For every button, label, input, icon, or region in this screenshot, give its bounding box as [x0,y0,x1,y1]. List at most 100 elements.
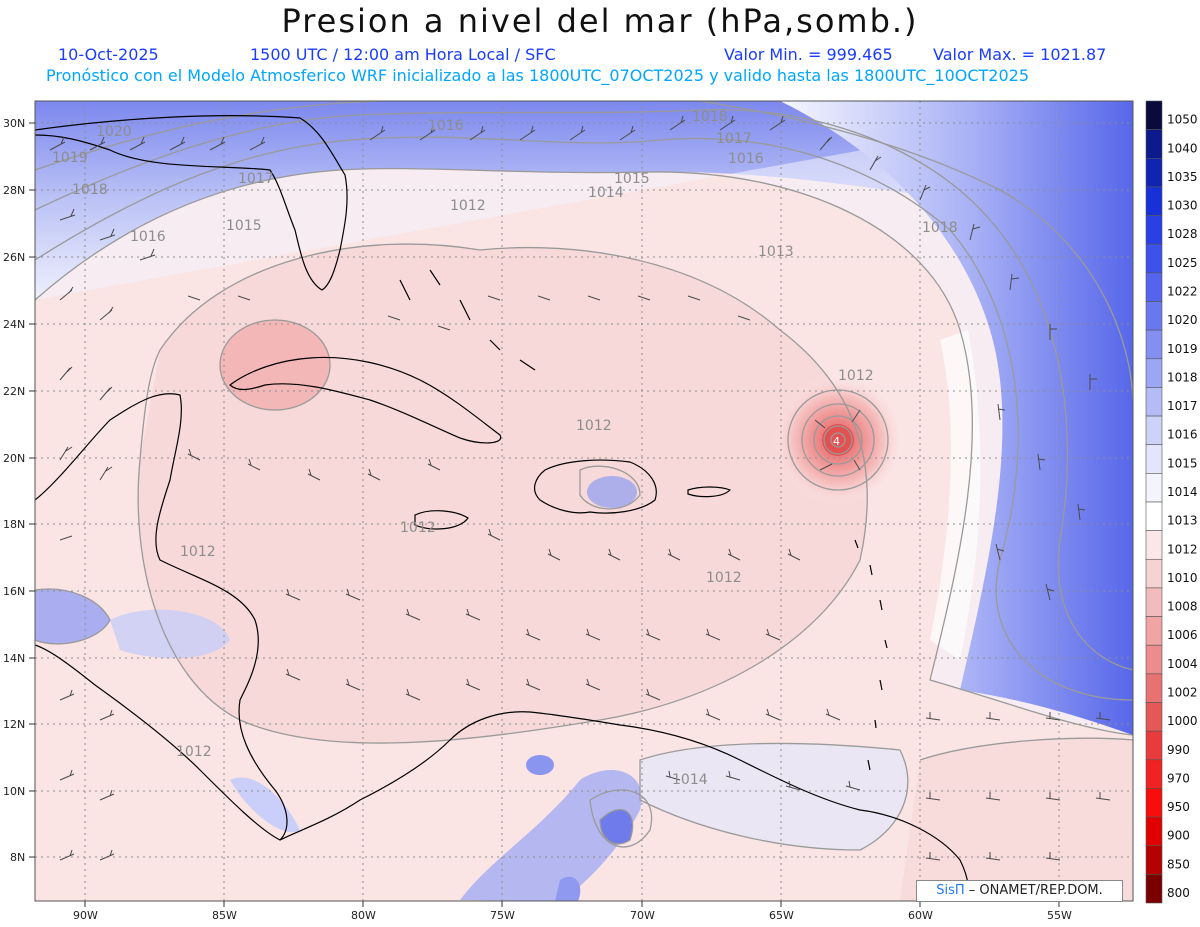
colorbar-swatch [1145,702,1163,732]
pressure-field [35,101,1133,901]
colorbar-swatch [1145,329,1163,360]
isobar-label: 1014 [588,185,624,201]
colorbar-label: 1022 [1167,285,1198,299]
low-center-label: 4 [833,435,840,448]
colorbar-label: 1016 [1167,428,1198,442]
colorbar-label: 800 [1167,886,1190,900]
lat-label: 14N [3,652,25,665]
colorbar-label: 1004 [1167,657,1198,671]
isobar-label: 1020 [96,124,132,140]
colorbar-label: 1028 [1167,227,1198,241]
forecast-info: Pronóstico con el Modelo Atmosferico WRF… [46,66,1030,85]
isobar-label: 1019 [52,150,88,166]
colorbar-swatch [1145,444,1163,474]
colorbar-label: 1006 [1167,628,1198,642]
lon-label: 65W [769,909,794,922]
credit-text: – ONAMET/REP.DOM. [968,883,1103,898]
isobar-label: 1014 [672,772,708,788]
isobar-label: 1016 [728,151,764,167]
colorbar-swatch [1145,215,1163,245]
colorbar-swatch [1145,673,1163,703]
colorbar-swatch [1145,415,1163,446]
colorbar-label: 1015 [1167,456,1198,470]
colorbar-label: 850 [1167,857,1190,871]
lon-label: 70W [630,909,655,922]
plot-frame [34,100,1134,902]
valid-time: 1500 UTC / 12:00 am Hora Local / SFC [250,45,556,64]
colorbar-swatch [1145,530,1163,560]
colorbar-swatch [1145,100,1163,130]
lat-label: 12N [3,718,25,731]
lat-label: 24N [3,318,25,331]
lon-label: 60W [908,909,933,922]
colorbar-label: 1020 [1167,313,1198,327]
colorbar-swatch [1145,243,1163,274]
isobar-label: 1016 [130,229,166,245]
isobar-label: 1017 [716,131,752,147]
isobar-label: 1016 [428,118,464,134]
colorbar-label: 1013 [1167,514,1198,528]
colorbar-swatch [1145,816,1163,847]
isobar-label: 1012 [706,570,742,586]
colorbar-label: 1035 [1167,170,1198,184]
isobars [35,101,1133,851]
colorbar-swatch [1145,587,1163,617]
colorbar: 1050 1040 1035 1030 1028 1025 1022 1020 1019 1018… [1145,100,1198,904]
lat-label: 28N [3,184,25,197]
colorbar-swatch [1145,501,1163,531]
colorbar-label: 990 [1167,743,1190,757]
lat-label: 22N [3,385,25,398]
colorbar-swatch [1145,301,1163,331]
lat-label: 26N [3,251,25,264]
isobar-label: 1012 [176,744,212,760]
colorbar-swatch [1145,272,1163,302]
isobar-label: 1015 [614,171,650,187]
isobar-label: 1018 [692,109,728,125]
colorbar-label: 950 [1167,800,1190,814]
colorbar-label: 1030 [1167,199,1198,213]
colorbar-label: 1018 [1167,370,1198,384]
colorbar-swatch [1145,874,1163,904]
lon-label: 55W [1047,909,1072,922]
isobar-labels: 1020 1018 1019 1017 1016 1015 1016 1015 … [52,109,958,788]
colorbar-label: 1017 [1167,399,1198,413]
axis-ticks [29,122,1060,907]
lon-label: 90W [73,909,98,922]
lat-label: 16N [3,585,25,598]
isobar-label: 1015 [226,218,262,234]
colorbar-label: 1010 [1167,571,1198,585]
isobar-label: 1017 [238,171,274,187]
isobar-label: 1012 [180,544,216,560]
colorbar-swatch [1145,129,1163,159]
isobar-label: 1012 [450,198,486,214]
max-value: Valor Max. = 1021.87 [933,45,1107,64]
colorbar-label: 1008 [1167,600,1198,614]
colorbar-swatch [1145,558,1163,589]
isobar-label: 1018 [72,182,108,198]
isobar-label: 1012 [576,418,612,434]
lat-label: 30N [3,117,25,130]
lat-label: 10N [3,785,25,798]
colorbar-label: 970 [1167,771,1190,785]
lon-label: 75W [490,909,515,922]
lat-label: 8N [10,851,25,864]
lat-label: 20N [3,452,25,465]
isobar-label: 1018 [922,220,958,236]
colorbar-label: 1019 [1167,342,1198,356]
colorbar-swatch [1145,845,1163,875]
isobar-label: 1012 [838,368,874,384]
colorbar-swatch [1145,644,1163,675]
colorbar-label: 1040 [1167,141,1198,155]
credit-box: SisΠ – ONAMET/REP.DOM. [916,880,1123,902]
colorbar-swatch [1145,759,1163,789]
colorbar-swatch [1145,358,1163,388]
map-title: Presion a nivel del mar (hPa,somb.) [281,2,919,40]
colorbar-swatch [1145,616,1163,646]
brand-logo: SisΠ [936,883,965,898]
lon-label: 85W [212,909,237,922]
lat-label: 18N [3,518,25,531]
min-value: Valor Min. = 999.465 [724,45,893,64]
longitude-labels: 90W 85W 80W 75W 70W 65W 60W 55W [73,909,1072,922]
coastlines [35,115,969,901]
